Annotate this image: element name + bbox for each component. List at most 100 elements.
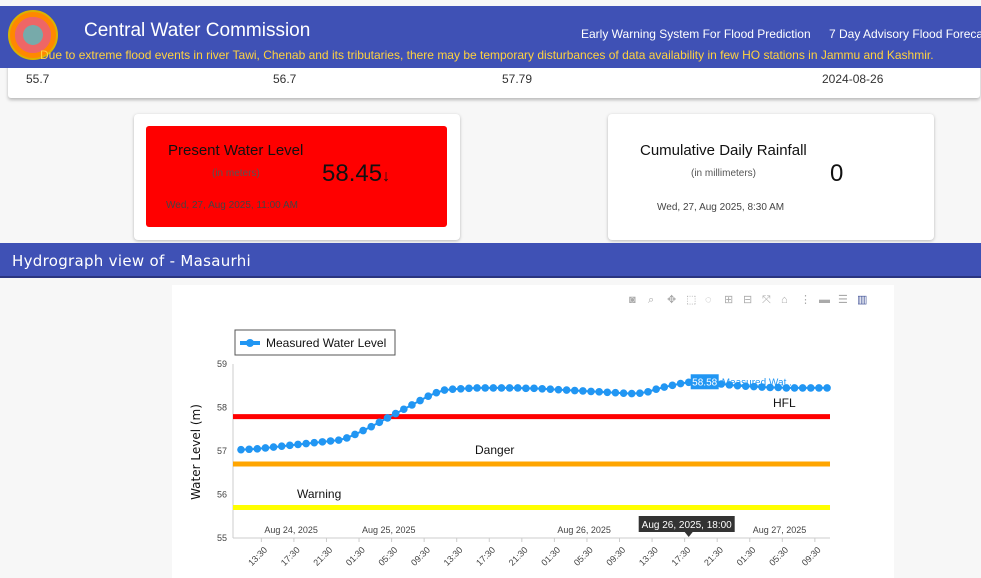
hover-series-name: Measured Wat... xyxy=(722,377,795,388)
data-point[interactable] xyxy=(440,386,449,394)
data-point[interactable] xyxy=(733,381,742,390)
data-point[interactable] xyxy=(367,422,376,431)
nav-early-warning[interactable]: Early Warning System For Flood Predictio… xyxy=(581,27,811,41)
data-point[interactable] xyxy=(432,388,441,397)
reset-axes-icon[interactable]: ⌂ xyxy=(781,294,788,306)
data-point[interactable] xyxy=(579,387,587,395)
y-tick-label: 56 xyxy=(217,490,227,500)
data-point[interactable] xyxy=(245,445,253,454)
data-point[interactable] xyxy=(448,385,457,394)
data-point[interactable] xyxy=(253,445,262,453)
data-point[interactable] xyxy=(668,381,677,390)
x-tick-label: 21:30 xyxy=(311,545,334,568)
pan-icon[interactable]: ✥ xyxy=(667,294,677,306)
data-point[interactable] xyxy=(269,443,278,451)
zoom-in-icon[interactable]: ⊞ xyxy=(724,294,734,306)
data-point[interactable] xyxy=(400,405,408,414)
data-point[interactable] xyxy=(286,441,294,450)
data-point[interactable] xyxy=(741,382,750,390)
data-point[interactable] xyxy=(456,384,465,393)
data-point[interactable] xyxy=(684,378,693,387)
data-point[interactable] xyxy=(750,382,758,391)
x-tick-label: 09:30 xyxy=(800,545,823,568)
data-point[interactable] xyxy=(807,384,815,392)
data-point[interactable] xyxy=(416,396,424,405)
hover-closest-icon[interactable]: ▬ xyxy=(819,294,830,306)
data-point[interactable] xyxy=(603,388,612,397)
x-tick-label: 13:30 xyxy=(442,545,465,568)
data-point[interactable] xyxy=(391,409,400,418)
data-point[interactable] xyxy=(725,381,734,389)
data-point[interactable] xyxy=(717,380,726,388)
data-point[interactable] xyxy=(465,384,473,393)
data-point[interactable] xyxy=(636,389,644,397)
data-point[interactable] xyxy=(676,379,685,388)
data-point[interactable] xyxy=(823,384,831,392)
plotly-logo-icon[interactable]: ▥ xyxy=(857,294,868,306)
data-point[interactable] xyxy=(302,439,310,448)
data-point[interactable] xyxy=(383,414,392,422)
data-point[interactable] xyxy=(310,438,319,447)
spike-lines-icon[interactable]: ⋮ xyxy=(800,294,811,306)
data-point[interactable] xyxy=(318,438,327,446)
data-point[interactable] xyxy=(774,383,783,392)
nav-7-day-advisory[interactable]: 7 Day Advisory Flood Forecast xyxy=(829,27,981,41)
data-point[interactable] xyxy=(261,444,270,452)
data-point[interactable] xyxy=(782,384,791,392)
data-point[interactable] xyxy=(424,392,433,400)
data-point[interactable] xyxy=(277,442,286,451)
data-point[interactable] xyxy=(513,384,522,392)
data-point[interactable] xyxy=(375,418,384,427)
zoom-out-icon[interactable]: ⊟ xyxy=(743,294,753,306)
data-point[interactable] xyxy=(554,385,563,394)
data-point[interactable] xyxy=(489,384,498,392)
data-point[interactable] xyxy=(562,386,571,394)
data-point[interactable] xyxy=(546,385,555,394)
data-point[interactable] xyxy=(351,430,359,439)
legend-label[interactable]: Measured Water Level xyxy=(266,336,386,350)
data-point[interactable] xyxy=(619,389,628,397)
data-point[interactable] xyxy=(473,384,481,392)
data-point[interactable] xyxy=(660,383,669,391)
data-point[interactable] xyxy=(644,388,652,396)
hover-compare-icon[interactable]: ☰ xyxy=(838,294,848,306)
data-point[interactable] xyxy=(334,436,343,444)
data-point[interactable] xyxy=(522,384,530,393)
data-point[interactable] xyxy=(481,384,490,392)
data-point[interactable] xyxy=(595,388,603,396)
y-tick-label: 58 xyxy=(217,403,227,413)
data-point[interactable] xyxy=(237,445,245,454)
data-point[interactable] xyxy=(326,437,335,445)
data-point[interactable] xyxy=(359,426,367,435)
x-tick-date-label: Aug 27, 2025 xyxy=(753,525,807,535)
data-point[interactable] xyxy=(497,384,506,392)
data-point[interactable] xyxy=(652,385,660,394)
app-title[interactable]: Central Water Commission xyxy=(84,20,311,41)
data-point[interactable] xyxy=(587,387,595,396)
data-point[interactable] xyxy=(627,389,636,398)
data-point[interactable] xyxy=(570,386,579,395)
data-point[interactable] xyxy=(815,384,823,392)
x-tick-label: 01:30 xyxy=(344,545,367,568)
data-point[interactable] xyxy=(343,434,351,442)
reference-label-warning: Warning xyxy=(297,487,341,501)
data-point[interactable] xyxy=(530,384,538,393)
cwc-logo[interactable] xyxy=(8,10,58,60)
camera-icon[interactable]: ◙ xyxy=(629,294,636,306)
data-point[interactable] xyxy=(766,383,774,392)
data-point[interactable] xyxy=(538,384,546,393)
data-point[interactable] xyxy=(408,401,416,409)
data-point[interactable] xyxy=(790,384,799,392)
data-point[interactable] xyxy=(798,384,807,392)
box-select-icon[interactable]: ⬚ xyxy=(686,294,697,306)
autoscale-icon[interactable]: ⤧ xyxy=(762,294,771,306)
zoom-icon[interactable]: ⌕ xyxy=(648,294,655,306)
data-point[interactable] xyxy=(611,388,620,397)
data-point[interactable] xyxy=(294,440,302,449)
data-point[interactable] xyxy=(758,383,766,391)
x-tick-label: 21:30 xyxy=(702,545,725,568)
lasso-icon[interactable]: ◌ xyxy=(705,294,712,306)
data-point[interactable] xyxy=(505,384,514,392)
x-tick-label: 21:30 xyxy=(507,545,530,568)
